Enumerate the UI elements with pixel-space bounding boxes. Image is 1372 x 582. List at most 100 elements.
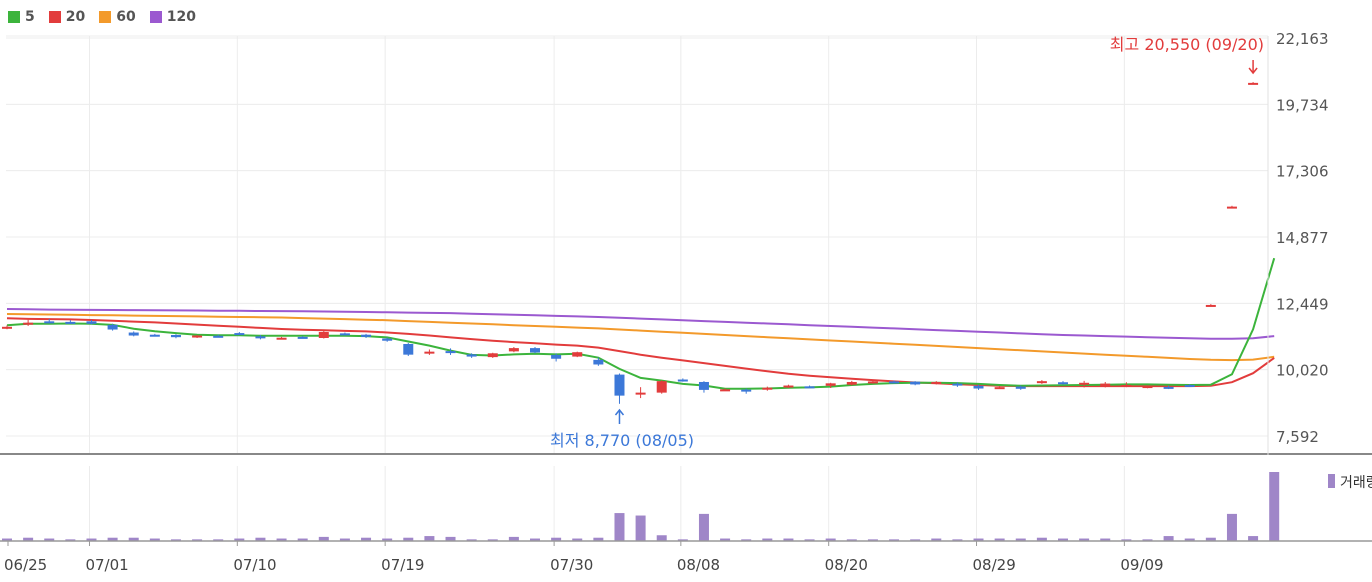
candle-body — [339, 333, 350, 336]
candle-body — [487, 353, 498, 358]
candle-body — [2, 326, 12, 329]
candle-body — [1121, 384, 1132, 387]
candle-body — [128, 332, 139, 336]
high-annotation: 최고 20,550 (09/20) — [1110, 35, 1264, 54]
candle-body — [86, 321, 97, 324]
x-tick-label: 07/01 — [85, 556, 128, 574]
volume-bar — [466, 539, 477, 541]
candle-body — [234, 333, 245, 336]
volume-bar — [1015, 538, 1026, 541]
volume-bar — [128, 537, 139, 541]
volume-bar — [213, 539, 224, 541]
candle-body — [1142, 386, 1153, 389]
volume-bar — [593, 537, 604, 541]
volume-bar — [86, 538, 97, 541]
volume-bar — [339, 538, 350, 541]
legend-item-ma5[interactable]: 5 — [8, 9, 35, 25]
x-tick-label: 07/30 — [550, 556, 593, 574]
candle-body — [213, 335, 224, 338]
volume-bar — [910, 539, 921, 541]
volume-bar — [530, 538, 540, 541]
volume-bar — [1163, 536, 1174, 541]
volume-bar — [255, 537, 266, 541]
candle-body — [403, 344, 414, 355]
volume-bar — [1226, 513, 1237, 541]
x-tick-label: 07/10 — [233, 556, 276, 574]
volume-bar — [614, 513, 625, 541]
candle-body — [149, 334, 160, 337]
volume-bar — [825, 538, 836, 541]
candle-body — [1100, 383, 1111, 387]
candle-body — [65, 321, 76, 324]
candle-body — [1184, 384, 1195, 387]
candle-body — [445, 351, 456, 354]
grid-lines — [6, 35, 1268, 541]
candle-body — [889, 381, 900, 384]
candle-body — [572, 352, 583, 357]
low-annotation: 최저 8,770 (08/05) — [550, 431, 694, 450]
legend-item-ma120[interactable]: 120 — [149, 9, 196, 25]
candle-body — [952, 383, 963, 386]
volume-bar — [1121, 539, 1132, 541]
candle-body — [846, 381, 857, 385]
volume-bar — [1079, 538, 1090, 541]
y-tick-label: 22,163 — [1276, 30, 1329, 48]
candle-body — [741, 389, 752, 392]
volume-bar — [889, 539, 900, 541]
volume-bar — [403, 537, 414, 541]
volume-bar — [508, 536, 519, 541]
volume-bar — [720, 538, 731, 541]
candle-body — [656, 381, 667, 393]
low-arrow-head — [614, 408, 625, 416]
y-tick-label: 7,592 — [1276, 428, 1319, 446]
volume-legend-label: 거래량 — [1340, 475, 1372, 491]
candle-body — [23, 322, 34, 325]
candle-body — [551, 354, 562, 359]
x-tick-label: 07/19 — [381, 556, 424, 574]
volume-bar — [952, 539, 963, 541]
candle-body — [1226, 206, 1237, 209]
volume-bar — [192, 539, 203, 541]
candle-body — [1163, 386, 1174, 389]
candle-body — [530, 348, 540, 353]
candle-body — [424, 351, 435, 354]
candle-body — [297, 336, 308, 339]
volume-bar — [973, 538, 984, 541]
candle-body — [593, 359, 604, 365]
volume-bar — [656, 535, 667, 541]
volume-bar — [1184, 538, 1195, 541]
volume-bar — [994, 538, 1005, 541]
x-tick-label: 08/29 — [973, 556, 1016, 574]
candle-body — [170, 334, 181, 338]
chart-legend: 5 20 60 120 — [8, 6, 196, 28]
volume-bar — [65, 539, 76, 541]
legend-item-ma60[interactable]: 60 — [99, 9, 136, 25]
volume-bar — [1269, 472, 1280, 541]
volume-bar — [1036, 537, 1047, 541]
legend-item-ma20[interactable]: 20 — [48, 9, 86, 25]
candle-body — [762, 387, 773, 390]
legend-swatch-ma20 — [48, 11, 61, 23]
ma120-line — [6, 308, 1275, 340]
candle-body — [867, 381, 878, 384]
volume-bar — [572, 538, 583, 541]
candle-body — [698, 381, 709, 390]
volume-bar — [424, 536, 435, 541]
volume-bars — [2, 472, 1280, 541]
candle-body — [1058, 382, 1068, 385]
y-tick-label: 14,877 — [1276, 229, 1329, 247]
candle-body — [1205, 304, 1216, 307]
candle-body — [720, 389, 731, 392]
legend-label-ma20: 20 — [65, 9, 86, 25]
volume-bar — [846, 539, 857, 541]
volume-bar — [677, 539, 688, 541]
legend-swatch-ma5 — [8, 11, 20, 23]
candle-body — [276, 337, 287, 340]
volume-bar — [783, 538, 794, 541]
y-tick-label: 17,306 — [1276, 163, 1329, 181]
legend-label-ma120: 120 — [166, 9, 196, 25]
candle-body — [1015, 386, 1026, 389]
candle-body — [1248, 82, 1259, 85]
volume-bar — [1205, 537, 1216, 541]
